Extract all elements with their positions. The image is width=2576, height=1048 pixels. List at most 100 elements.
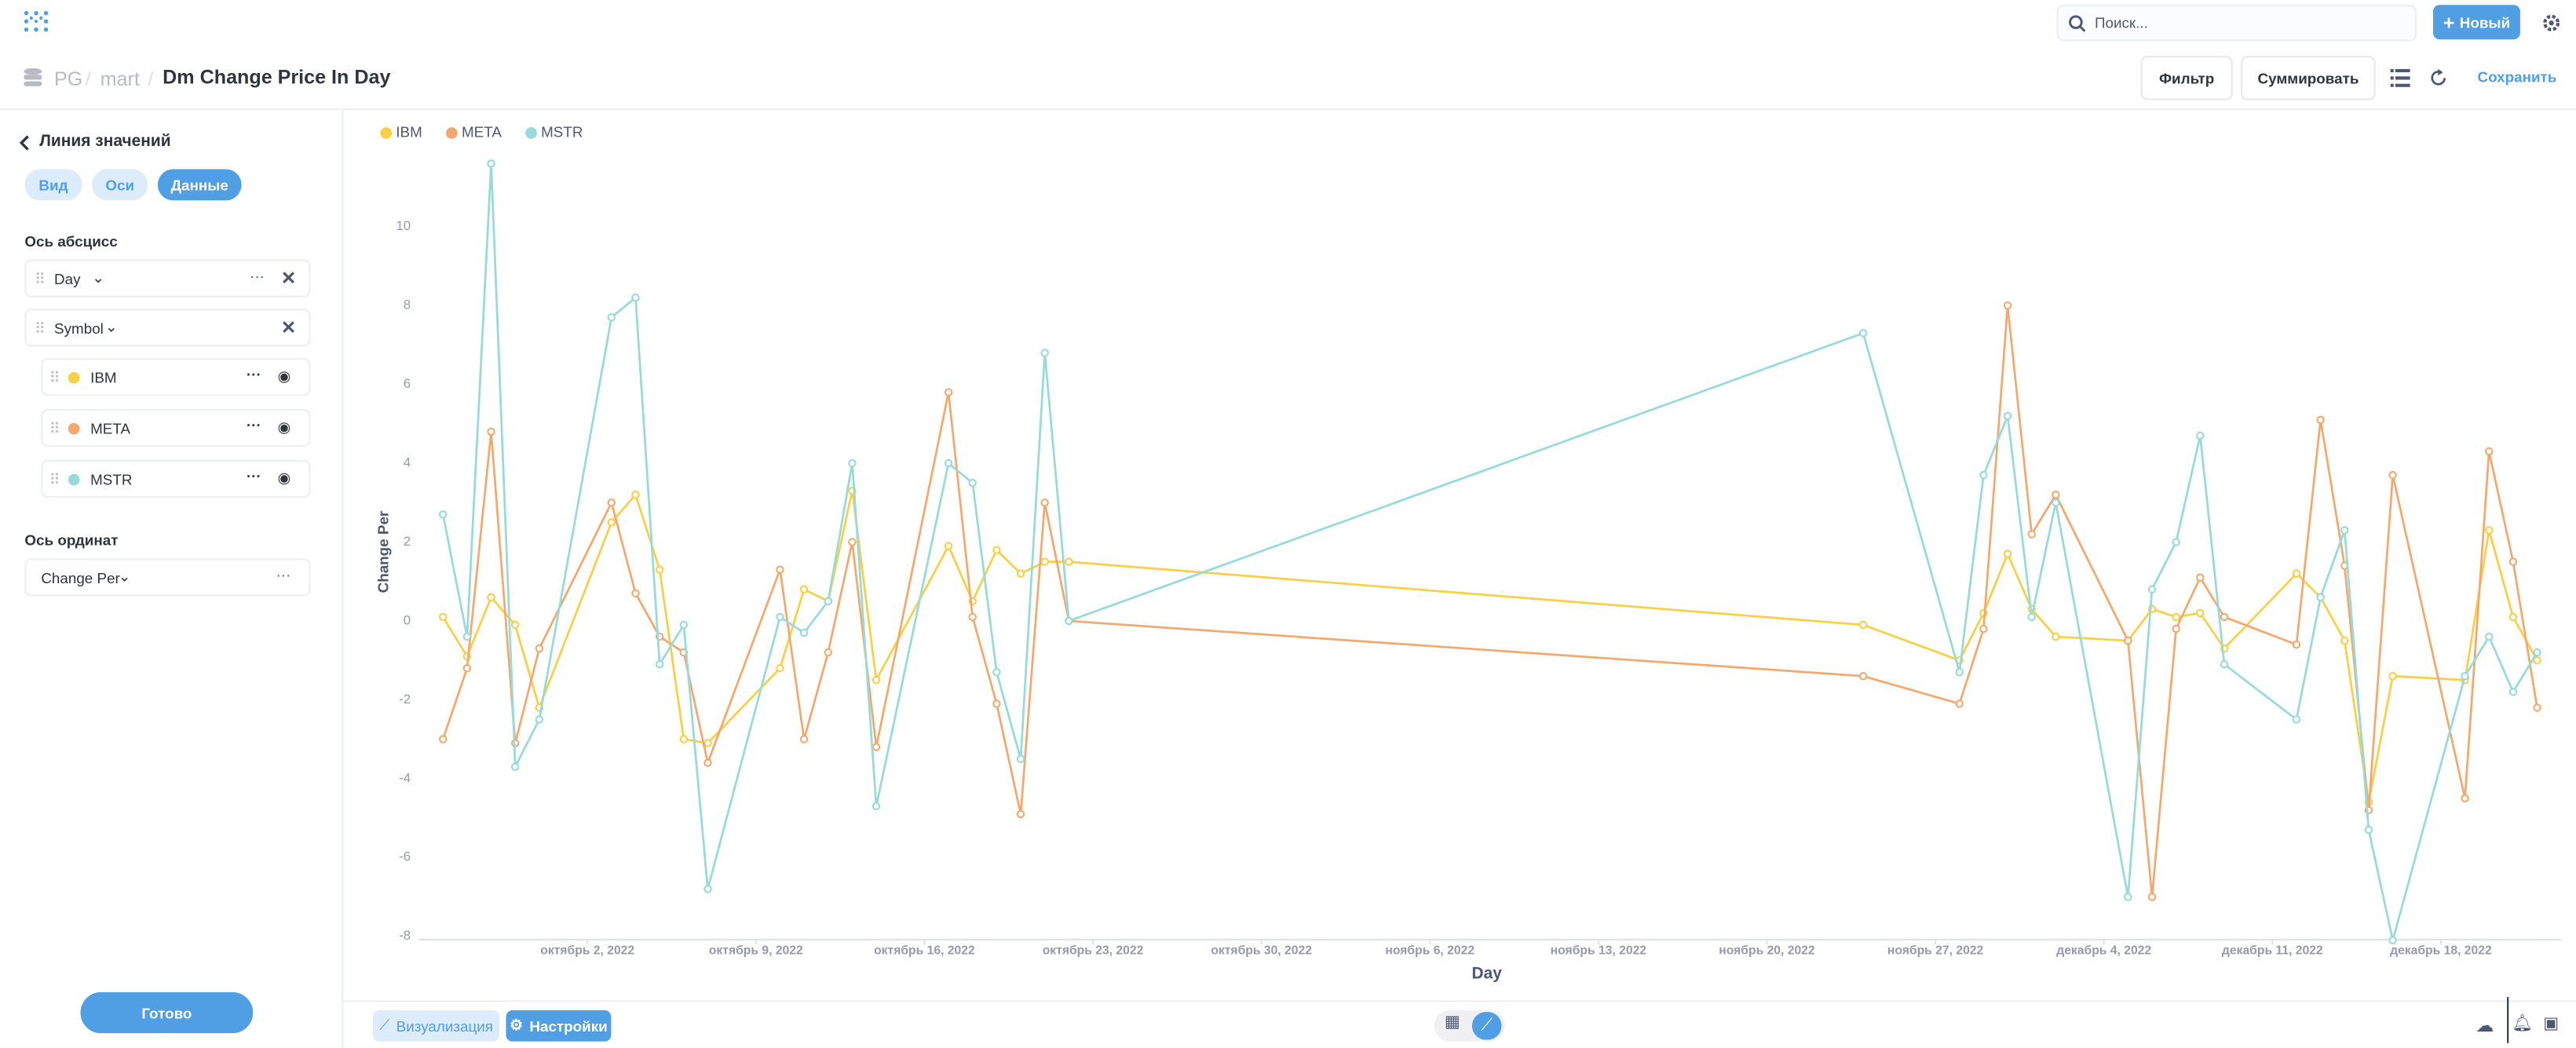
settings-button[interactable]: ⚙ Настройки — [506, 1010, 612, 1042]
drag-handle: ⠿ — [34, 320, 46, 337]
legend-swatch — [525, 127, 537, 139]
data-point — [2533, 648, 2541, 657]
series-name: META — [90, 420, 131, 437]
separator: / — [148, 67, 154, 91]
data-point — [607, 518, 616, 527]
divider — [343, 1000, 2576, 1002]
data-point — [462, 663, 472, 673]
data-point — [871, 802, 881, 811]
settings-label: Настройки — [529, 1017, 608, 1035]
data-point — [2052, 632, 2060, 641]
data-point — [1040, 349, 1049, 357]
breadcrumb[interactable]: PG — [54, 67, 83, 91]
series-item[interactable]: ⠿ META ··· ◉ — [41, 409, 311, 447]
data-point — [607, 498, 616, 507]
data-point — [703, 758, 712, 767]
visualization-button[interactable]: ⟋ Визуализация — [372, 1010, 500, 1042]
data-point — [1016, 569, 1025, 578]
save-button[interactable]: Сохранить — [2477, 68, 2557, 86]
data-point — [462, 632, 472, 641]
data-point — [776, 612, 784, 622]
data-point — [679, 620, 689, 630]
more-icon[interactable]: ··· — [246, 366, 261, 383]
data-point — [2485, 526, 2494, 535]
data-point — [2292, 569, 2301, 578]
remove-icon[interactable]: ✕ — [280, 318, 297, 339]
data-point — [2003, 550, 2012, 558]
y-tick-label: 10 — [396, 218, 411, 233]
tab-active[interactable]: Данные — [157, 169, 242, 201]
series-swatch[interactable] — [65, 471, 82, 488]
chart-toggle[interactable]: ⟋ — [1471, 1011, 1502, 1040]
back-icon[interactable] — [18, 135, 31, 152]
visibility-icon[interactable]: ◉ — [277, 367, 291, 385]
divider — [0, 108, 2576, 111]
data-point — [2147, 585, 2157, 594]
field-box[interactable]: Change Per ⌄ ··· — [24, 558, 311, 597]
alert-icon[interactable]: 🔔︎ — [2512, 1015, 2534, 1034]
data-point — [439, 510, 448, 519]
field-label: Symbol — [54, 320, 104, 337]
breadcrumb[interactable]: mart — [100, 67, 140, 91]
remove-icon[interactable]: ✕ — [280, 269, 297, 290]
tab[interactable]: Оси — [92, 169, 148, 201]
data-point — [631, 293, 640, 302]
y-tick-label: 8 — [404, 298, 411, 312]
more-icon[interactable]: ··· — [246, 417, 261, 434]
x-tick-label: октябрь 16, 2022 — [874, 944, 975, 958]
search-box[interactable]: Поиск... — [2056, 5, 2417, 42]
x-tick-label: октябрь 23, 2022 — [1043, 944, 1144, 958]
series-swatch[interactable] — [65, 420, 82, 437]
data-point — [2172, 624, 2180, 634]
view-toggle[interactable]: ▦ ⟋ — [1434, 1010, 1505, 1042]
data-point — [968, 612, 977, 622]
x-tick-label: декабрь 18, 2022 — [2390, 944, 2492, 958]
y-tick-label: -2 — [399, 692, 411, 707]
data-point — [487, 427, 495, 436]
data-point — [631, 491, 640, 499]
data-point — [655, 565, 664, 574]
x-tick-label: декабрь 4, 2022 — [2056, 944, 2151, 958]
refresh-icon[interactable] — [2430, 68, 2448, 87]
series-swatch[interactable] — [65, 369, 82, 386]
field-box[interactable]: ⠿ Day ⌄ ··· ✕ — [24, 259, 311, 298]
tab[interactable]: Вид — [24, 169, 82, 201]
data-point — [1858, 620, 1868, 630]
data-point — [1955, 668, 1964, 677]
series-item[interactable]: ⠿ IBM ··· ◉ — [41, 358, 311, 396]
table-toggle[interactable]: ▦ — [1444, 1013, 1460, 1032]
data-point — [2027, 612, 2036, 622]
more-icon[interactable]: ··· — [246, 468, 261, 485]
data-point — [487, 159, 495, 168]
series-line — [441, 163, 2538, 941]
x-tick-label: ноябрь 13, 2022 — [1551, 944, 1647, 958]
logo[interactable] — [23, 10, 49, 33]
more-icon[interactable]: ··· — [276, 566, 291, 583]
calendar-icon[interactable]: ▣ — [2543, 1015, 2559, 1034]
data-point — [2147, 893, 2157, 901]
filter-button[interactable]: Фильтр — [2140, 56, 2233, 100]
notebook-icon[interactable] — [2390, 68, 2410, 87]
field-label: Change Per — [41, 570, 120, 587]
data-point — [487, 593, 495, 602]
series-item[interactable]: ⠿ MSTR ··· ◉ — [41, 459, 311, 498]
summarize-button[interactable]: Суммировать — [2241, 56, 2376, 100]
download-icon[interactable]: ☁ — [2476, 1017, 2494, 1037]
data-point — [2292, 715, 2301, 724]
data-point — [848, 458, 857, 468]
new-button[interactable]: + Новый — [2432, 5, 2520, 40]
data-point — [799, 585, 809, 594]
y-tick-label: 4 — [404, 455, 411, 470]
visibility-icon[interactable]: ◉ — [277, 418, 291, 436]
data-point — [799, 735, 809, 743]
data-point — [2172, 612, 2180, 622]
y-tick-label: -4 — [399, 770, 411, 785]
done-button[interactable]: Готово — [80, 991, 254, 1034]
data-point — [439, 735, 448, 743]
field-box[interactable]: ⠿ Symbol ⌄ ✕ — [24, 309, 311, 347]
more-icon[interactable]: ··· — [250, 268, 265, 285]
visibility-icon[interactable]: ◉ — [277, 469, 291, 487]
chevron: ⌄ — [92, 269, 104, 287]
settings-icon[interactable] — [2541, 13, 2561, 33]
